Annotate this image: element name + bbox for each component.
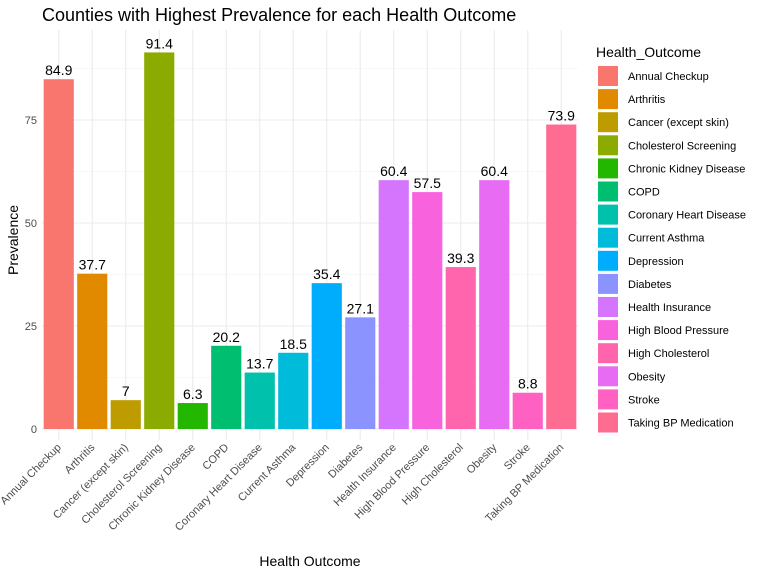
bar <box>445 267 476 429</box>
data-label: 60.4 <box>481 163 508 179</box>
bar <box>211 345 242 429</box>
legend-label: Health Insurance <box>628 302 711 314</box>
bar <box>546 124 577 430</box>
legend-key <box>598 66 618 86</box>
legend-key <box>598 343 618 364</box>
legend-label: High Cholesterol <box>628 348 709 360</box>
data-label: 60.4 <box>380 163 407 179</box>
bar <box>412 192 443 429</box>
legend-key <box>598 297 618 317</box>
legend-label: Current Asthma <box>628 233 705 245</box>
data-label: 37.7 <box>79 257 106 273</box>
legend-label: Annual Checkup <box>628 71 709 83</box>
legend-label: COPD <box>628 187 660 199</box>
data-label: 20.2 <box>213 329 240 345</box>
legend-label: Diabetes <box>628 279 672 291</box>
legend-label: High Blood Pressure <box>628 325 729 337</box>
bar <box>244 372 275 429</box>
legend-label: Arthritis <box>628 94 666 106</box>
legend-label: Cancer (except skin) <box>628 117 729 129</box>
data-label: 57.5 <box>414 175 441 191</box>
data-label: 73.9 <box>548 108 575 124</box>
data-label: 8.8 <box>518 376 538 392</box>
legend-key <box>598 320 618 341</box>
bar <box>43 79 74 429</box>
y-tick-label: 0 <box>31 424 37 436</box>
legend-key <box>598 273 618 294</box>
data-label: 84.9 <box>45 62 72 78</box>
y-tick-label: 50 <box>25 218 37 230</box>
data-labels: 84.9 37.7 7 91.4 6.3 20.2 13.7 18.5 35.4 27.1 60.4… <box>45 35 575 402</box>
legend-key <box>598 412 618 433</box>
legend-label: Coronary Heart Disease <box>628 210 746 222</box>
bars <box>43 52 577 430</box>
bar <box>479 180 510 429</box>
y-axis-title: Prevalence <box>5 205 21 275</box>
y-tick-label: 25 <box>25 321 37 333</box>
x-tick-label: High Cholesterol <box>400 442 466 508</box>
data-label: 6.3 <box>183 386 203 402</box>
x-tick-label: Stroke <box>502 442 533 473</box>
bar <box>177 403 208 429</box>
data-label: 7 <box>122 383 130 399</box>
bar <box>378 180 409 429</box>
bar <box>512 392 543 429</box>
x-axis-title: Health Outcome <box>259 553 360 569</box>
legend-key <box>598 250 618 271</box>
legend-key <box>598 366 618 387</box>
legend-label: Stroke <box>628 394 660 406</box>
legend-key <box>598 227 618 248</box>
legend: Annual Checkup Arthritis Cancer (except sk… <box>598 66 746 433</box>
legend-key <box>598 389 618 410</box>
data-label: 27.1 <box>347 300 374 316</box>
legend-label: Obesity <box>628 371 666 383</box>
legend-key <box>598 204 618 225</box>
legend-label: Depression <box>628 256 684 268</box>
data-label: 13.7 <box>246 356 273 372</box>
legend-label: Taking BP Medication <box>628 418 734 430</box>
y-axis-ticks: 0 25 50 75 <box>25 115 37 436</box>
data-label: 39.3 <box>447 250 474 266</box>
legend-label: Chronic Kidney Disease <box>628 163 745 175</box>
bar <box>144 52 175 429</box>
legend-label: Cholesterol Screening <box>628 140 736 152</box>
legend-title: Health_Outcome <box>596 44 701 60</box>
bar <box>110 400 141 429</box>
bar <box>77 273 108 429</box>
legend-key <box>598 158 618 179</box>
data-label: 35.4 <box>313 266 340 282</box>
data-label: 91.4 <box>146 35 173 51</box>
bar <box>311 283 342 429</box>
bar <box>345 317 376 429</box>
legend-key <box>598 89 618 110</box>
legend-key <box>598 112 618 133</box>
x-tick-label: Annual Checkup <box>0 442 64 508</box>
bar <box>278 352 309 429</box>
x-tick-label: Obesity <box>465 441 500 476</box>
x-tick-label: Health Insurance <box>332 442 399 509</box>
x-tick-label: Current Asthma <box>236 441 299 504</box>
data-label: 18.5 <box>280 336 307 352</box>
chart-title: Counties with Highest Prevalence for eac… <box>42 5 516 25</box>
x-tick-label: COPD <box>200 442 231 473</box>
legend-key <box>598 135 618 156</box>
y-tick-label: 75 <box>25 115 37 127</box>
legend-key <box>598 181 618 202</box>
